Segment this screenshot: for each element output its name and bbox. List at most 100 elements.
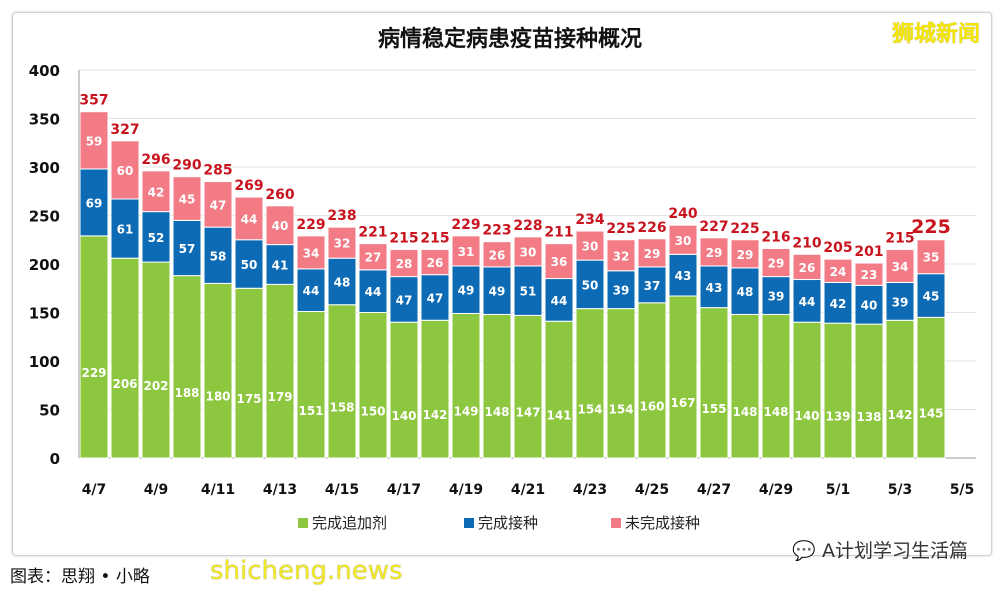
- bar-segment-incomplete: [606, 239, 636, 272]
- bar-value-label: 44: [303, 284, 320, 298]
- bar-segment-booster: [327, 304, 357, 459]
- bar-value-label: 158: [329, 400, 354, 414]
- x-tick-label: 4/9: [144, 482, 169, 498]
- bar-total-label: 215: [389, 230, 418, 246]
- bar-segment-booster: [823, 322, 853, 459]
- bar-value-label: 50: [241, 258, 258, 272]
- bar-total-label: 225: [730, 221, 759, 237]
- bar-value-label: 42: [830, 297, 847, 311]
- bar-total-label: 227: [699, 219, 728, 235]
- bar-segment-incomplete: [110, 140, 140, 200]
- wechat-account-name: A计划学习生活篇: [822, 540, 968, 562]
- bar-segment-incomplete: [637, 238, 667, 268]
- bar-segment-incomplete: [141, 170, 171, 213]
- bar-value-label: 43: [675, 269, 692, 283]
- bar-segment-booster: [668, 295, 698, 459]
- bar-value-label: 48: [334, 275, 351, 289]
- bar-total-label: 211: [544, 225, 573, 241]
- bar-value-label: 140: [794, 409, 819, 423]
- bar-segment-incomplete: [358, 243, 388, 271]
- bar-value-label: 150: [360, 404, 385, 418]
- bar-value-label: 44: [551, 294, 568, 308]
- bar-segment-complete: [699, 265, 729, 309]
- bar-total-label: 357: [79, 93, 108, 109]
- bar-segment-booster: [544, 320, 574, 459]
- chart-title: 病情稳定病患疫苗接种概况: [378, 26, 642, 52]
- bar-value-label: 148: [732, 405, 757, 419]
- bar-segment-complete: [854, 284, 884, 325]
- legend-swatch: [298, 518, 308, 528]
- legend-label: 未完成接种: [625, 514, 700, 532]
- bar-segment-incomplete: [668, 224, 698, 255]
- bar-value-label: 45: [923, 290, 940, 304]
- bar-segment-incomplete: [203, 181, 233, 228]
- bar-segment-complete: [358, 269, 388, 314]
- y-tick-label: 0: [50, 450, 60, 468]
- bar-total-label: 238: [327, 208, 356, 224]
- bar-value-label: 32: [334, 237, 351, 251]
- bar-total-label: 228: [513, 218, 542, 234]
- bar-total-label: 205: [823, 240, 852, 256]
- brand-logo: 狮城新闻: [891, 22, 980, 47]
- bar-value-label: 35: [923, 251, 940, 265]
- bar-segment-complete: [451, 265, 481, 314]
- bar-value-label: 141: [546, 409, 571, 423]
- bar-value-label: 30: [675, 234, 692, 248]
- bar-total-label: 221: [358, 225, 387, 241]
- bar-value-label: 26: [799, 261, 816, 275]
- bar-total-label: 296: [141, 152, 170, 168]
- bar-value-label: 29: [706, 246, 723, 260]
- bar-value-label: 29: [737, 248, 754, 262]
- bar-segment-booster: [420, 319, 450, 459]
- bar-value-label: 160: [639, 399, 664, 413]
- bar-segment-incomplete: [823, 258, 853, 283]
- bar-total-label: 216: [761, 229, 790, 245]
- bar-segment-incomplete: [172, 176, 202, 221]
- watermark: shicheng.news: [210, 556, 403, 586]
- bar-segment-complete: [916, 273, 946, 318]
- wechat-icon: 💬: [792, 540, 822, 562]
- bar-segment-incomplete: [451, 235, 481, 267]
- y-tick-label: 300: [29, 159, 60, 177]
- bar-value-label: 39: [613, 284, 630, 298]
- bar-segment-booster: [916, 316, 946, 459]
- bar-value-label: 142: [887, 408, 912, 422]
- bar-value-label: 26: [489, 248, 506, 262]
- bar-segment-complete: [761, 276, 791, 315]
- y-tick-label: 50: [39, 402, 60, 420]
- bar-value-label: 34: [892, 260, 909, 274]
- bar-segment-incomplete: [482, 241, 512, 268]
- bar-value-label: 44: [241, 212, 258, 226]
- bar-segment-complete: [482, 266, 512, 315]
- bar-segment-booster: [482, 313, 512, 459]
- bar-value-label: 206: [112, 377, 137, 391]
- bar-value-label: 32: [613, 249, 630, 263]
- y-tick-label: 150: [29, 305, 60, 323]
- bar-total-label: 223: [482, 223, 511, 239]
- bar-total-label: 226: [637, 220, 666, 236]
- bar-value-label: 139: [825, 410, 850, 424]
- bar-segment-incomplete: [544, 243, 574, 280]
- bar-value-label: 155: [701, 402, 726, 416]
- bar-segment-booster: [730, 313, 760, 459]
- bar-value-label: 149: [453, 405, 478, 419]
- bar-value-label: 37: [644, 279, 661, 293]
- x-tick-label: 4/13: [263, 482, 297, 498]
- bar-value-label: 49: [458, 284, 475, 298]
- bar-segment-incomplete: [79, 111, 109, 170]
- bar-segment-incomplete: [296, 235, 326, 270]
- bar-value-label: 47: [427, 291, 444, 305]
- bar-segment-complete: [234, 239, 264, 289]
- x-tick-label: 4/15: [325, 482, 359, 498]
- bar-segment-booster: [792, 321, 822, 459]
- bar-value-label: 27: [365, 251, 382, 265]
- bar-value-label: 40: [272, 219, 289, 233]
- bar-value-label: 179: [267, 390, 292, 404]
- bar-value-label: 49: [489, 285, 506, 299]
- bar-total-label: 327: [110, 122, 139, 138]
- bar-value-label: 148: [484, 405, 509, 419]
- legend-label: 完成追加剂: [312, 514, 387, 532]
- bar-segment-booster: [854, 323, 884, 459]
- legend-swatch: [464, 518, 474, 528]
